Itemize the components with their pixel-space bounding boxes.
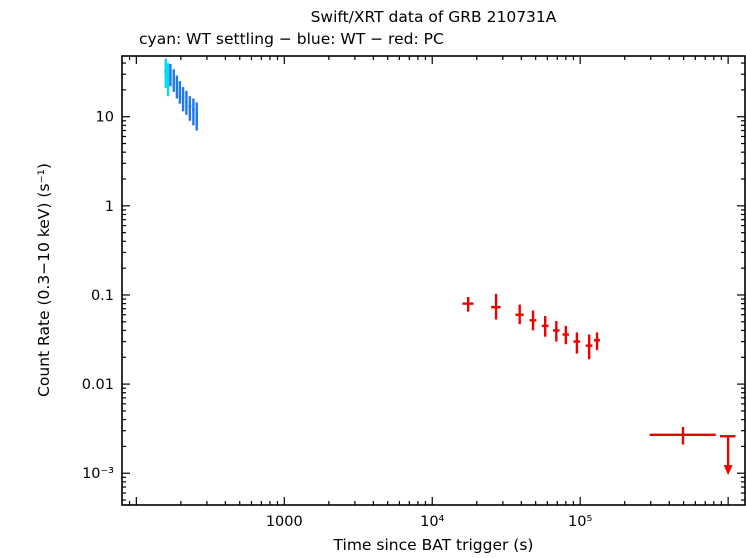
upper-limit-arrowhead-icon	[723, 465, 733, 476]
y-tick-label: 0.1	[91, 288, 114, 304]
chart-mode-legend: cyan: WT settling − blue: WT − red: PC	[139, 30, 444, 48]
chart-title: Swift/XRT data of GRB 210731A	[310, 8, 557, 26]
x-axis-label: Time since BAT trigger (s)	[333, 536, 534, 554]
x-tick-label: 10⁴	[420, 514, 444, 530]
plot-frame	[121, 55, 746, 506]
y-tick-label: 0.01	[82, 377, 114, 393]
y-axis-label: Count Rate (0.3−10 keV) (s⁻¹)	[35, 163, 53, 397]
x-tick-label: 10⁵	[568, 514, 592, 530]
y-tick-label: 10⁻³	[82, 466, 114, 482]
y-tick-label: 1	[105, 199, 114, 215]
x-tick-label: 1000	[266, 514, 303, 530]
y-tick-label: 10	[96, 110, 114, 126]
